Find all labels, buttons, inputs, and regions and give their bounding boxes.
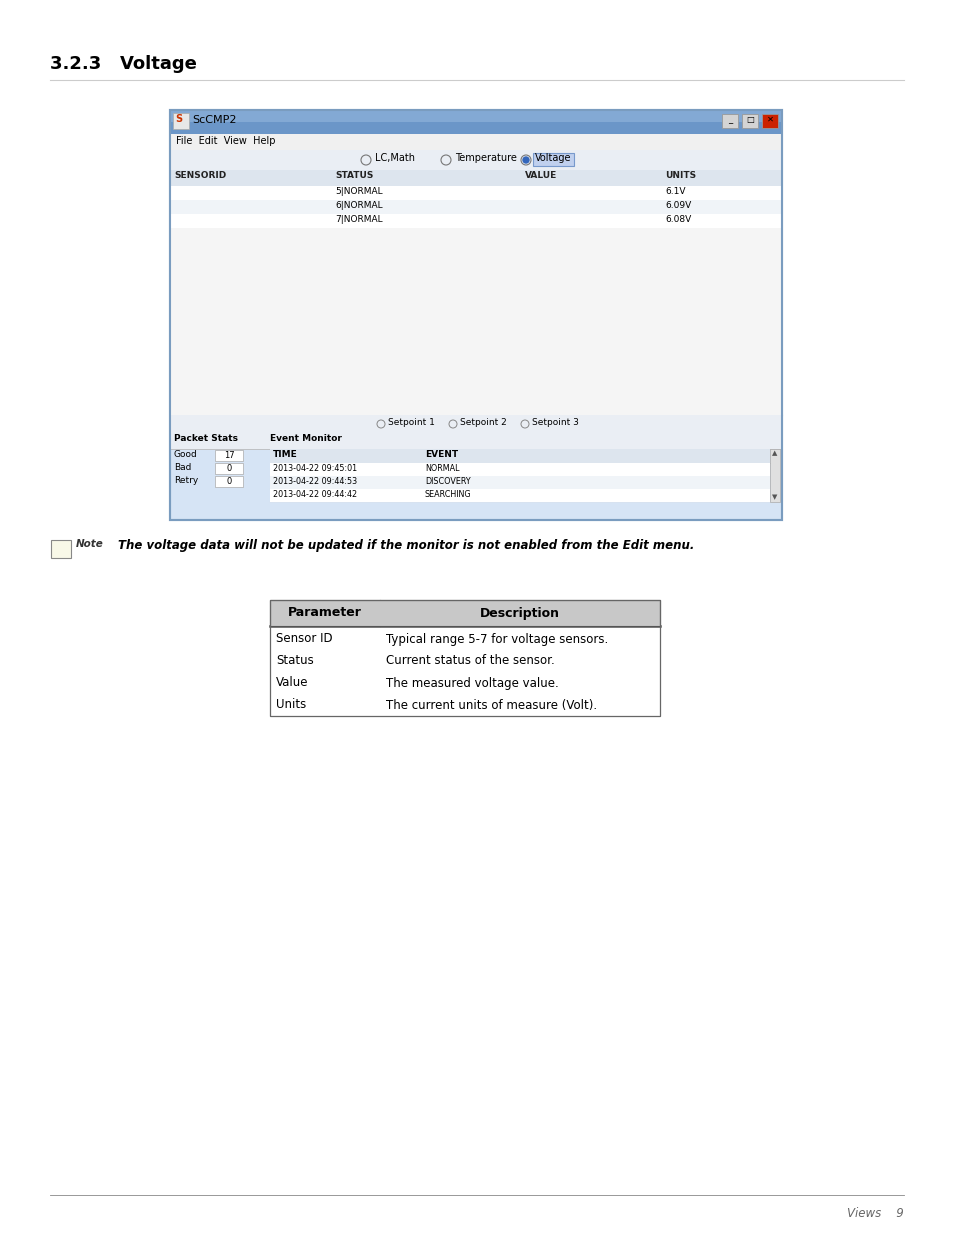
Bar	[270, 463, 769, 475]
Bar	[170, 149, 781, 170]
Text: ✕: ✕	[765, 115, 773, 124]
Bar	[170, 214, 781, 228]
Text: DISCOVERY: DISCOVERY	[424, 477, 470, 487]
Bar	[270, 650, 659, 672]
Text: UNITS: UNITS	[664, 170, 696, 180]
Text: Parameter: Parameter	[288, 606, 361, 620]
Bar	[270, 450, 769, 463]
Bar	[214, 463, 243, 474]
Bar	[270, 672, 659, 694]
Bar	[170, 415, 781, 433]
Text: Note: Note	[76, 538, 104, 550]
Bar	[170, 110, 781, 520]
Text: TIME: TIME	[273, 450, 297, 459]
Text: Temperature: Temperature	[455, 153, 517, 163]
Text: Setpoint 3: Setpoint 3	[532, 417, 578, 427]
Text: 6.08V: 6.08V	[664, 215, 691, 224]
Text: Current status of the sensor.: Current status of the sensor.	[386, 655, 554, 667]
Bar	[769, 450, 780, 501]
Bar	[51, 540, 71, 558]
Text: Retry: Retry	[173, 475, 198, 485]
Text: EVENT: EVENT	[424, 450, 457, 459]
Text: ▼: ▼	[772, 494, 777, 500]
Bar	[741, 114, 758, 128]
Bar	[170, 170, 781, 186]
Text: Event Monitor: Event Monitor	[270, 433, 341, 443]
Text: SENSORID: SENSORID	[173, 170, 226, 180]
Text: 6.1V: 6.1V	[664, 186, 685, 196]
Bar	[721, 114, 738, 128]
Text: □: □	[745, 115, 753, 124]
Bar	[214, 475, 243, 487]
Bar	[170, 170, 781, 415]
Text: The measured voltage value.: The measured voltage value.	[386, 677, 558, 689]
Text: 2013-04-22 09:45:01: 2013-04-22 09:45:01	[273, 464, 356, 473]
Bar	[270, 629, 659, 650]
Text: VALUE: VALUE	[524, 170, 557, 180]
Text: 6.09V: 6.09V	[664, 201, 691, 210]
Text: 5|NORMAL: 5|NORMAL	[335, 186, 382, 196]
Text: SEARCHING: SEARCHING	[424, 490, 471, 499]
Text: Value: Value	[275, 677, 308, 689]
Bar	[170, 200, 781, 214]
Text: Typical range 5-7 for voltage sensors.: Typical range 5-7 for voltage sensors.	[386, 632, 608, 646]
Text: STATUS: STATUS	[335, 170, 373, 180]
Text: 2013-04-22 09:44:42: 2013-04-22 09:44:42	[273, 490, 356, 499]
Text: Packet Stats: Packet Stats	[173, 433, 237, 443]
Text: File  Edit  View  Help: File Edit View Help	[175, 136, 275, 146]
Text: ▲: ▲	[772, 450, 777, 456]
Text: Setpoint 2: Setpoint 2	[459, 417, 506, 427]
Text: 0: 0	[226, 477, 232, 487]
Text: Views    9: Views 9	[846, 1207, 903, 1220]
Text: Sensor ID: Sensor ID	[275, 632, 333, 646]
Text: 6|NORMAL: 6|NORMAL	[335, 201, 382, 210]
Circle shape	[522, 157, 529, 163]
Bar	[270, 475, 769, 489]
Text: 0: 0	[226, 464, 232, 473]
Text: Voltage: Voltage	[535, 153, 571, 163]
Bar	[172, 112, 189, 128]
Bar	[170, 135, 781, 149]
Text: 7|NORMAL: 7|NORMAL	[335, 215, 382, 224]
Bar	[170, 110, 781, 135]
Bar	[170, 433, 781, 450]
Text: Setpoint 1: Setpoint 1	[388, 417, 435, 427]
Bar	[761, 114, 778, 128]
Bar	[270, 600, 659, 626]
Text: NORMAL: NORMAL	[424, 464, 459, 473]
Text: ScCMP2: ScCMP2	[192, 115, 236, 125]
Bar	[170, 110, 781, 520]
Text: S: S	[174, 114, 182, 124]
Bar	[270, 694, 659, 716]
Text: Bad: Bad	[173, 463, 192, 472]
Bar	[270, 489, 769, 501]
Text: 17: 17	[223, 451, 234, 459]
Bar	[170, 110, 781, 122]
Text: The current units of measure (Volt).: The current units of measure (Volt).	[386, 699, 597, 711]
Text: Description: Description	[479, 606, 559, 620]
Text: Units: Units	[275, 699, 306, 711]
Bar	[214, 450, 243, 461]
Bar	[170, 186, 781, 200]
Text: 3.2.3   Voltage: 3.2.3 Voltage	[50, 56, 196, 73]
Text: Status: Status	[275, 655, 314, 667]
FancyBboxPatch shape	[533, 153, 574, 165]
Text: LC,Math: LC,Math	[375, 153, 415, 163]
Text: The voltage data will not be updated if the monitor is not enabled from the Edit: The voltage data will not be updated if …	[118, 538, 694, 552]
Text: _: _	[727, 115, 731, 124]
Text: 2013-04-22 09:44:53: 2013-04-22 09:44:53	[273, 477, 356, 487]
Text: Good: Good	[173, 450, 197, 459]
Bar	[270, 600, 659, 716]
